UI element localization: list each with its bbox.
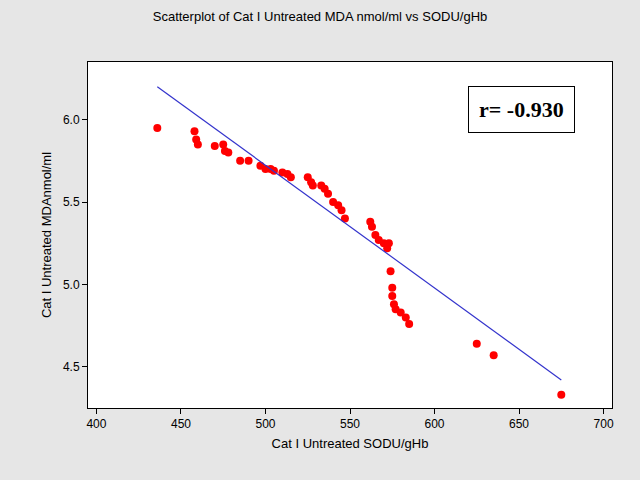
svg-text:400: 400 <box>86 417 106 431</box>
svg-text:450: 450 <box>171 417 191 431</box>
svg-text:Cat I Untreated SODU/gHb: Cat I Untreated SODU/gHb <box>272 436 429 451</box>
svg-text:700: 700 <box>594 417 614 431</box>
svg-text:5.0: 5.0 <box>63 278 80 292</box>
svg-text:500: 500 <box>255 417 275 431</box>
svg-text:550: 550 <box>340 417 360 431</box>
svg-text:600: 600 <box>425 417 445 431</box>
svg-text:650: 650 <box>509 417 529 431</box>
svg-text:r= -0.930: r= -0.930 <box>479 97 564 122</box>
svg-text:6.0: 6.0 <box>63 113 80 127</box>
svg-text:Scatterplot of Cat I Untreated: Scatterplot of Cat I Untreated MDA nmol/… <box>153 9 488 24</box>
svg-text:Cat I Untreated MDAnmol/ml: Cat I Untreated MDAnmol/ml <box>39 152 54 318</box>
svg-text:5.5: 5.5 <box>63 195 80 209</box>
svg-text:4.5: 4.5 <box>63 360 80 374</box>
